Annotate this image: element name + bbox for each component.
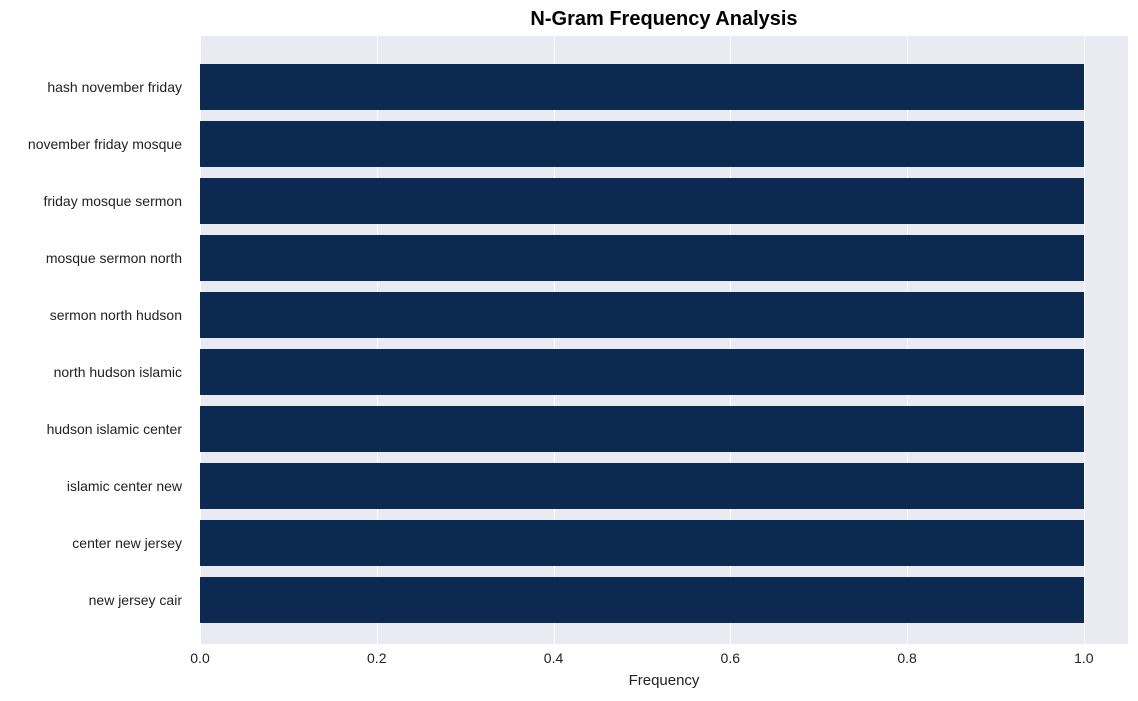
bar xyxy=(200,520,1084,566)
x-tick-label: 0.2 xyxy=(347,650,407,666)
y-tick-label: center new jersey xyxy=(0,520,190,566)
bar xyxy=(200,577,1084,623)
y-tick-label: mosque sermon north xyxy=(0,235,190,281)
x-tick-label: 0.8 xyxy=(877,650,937,666)
y-tick-label: north hudson islamic xyxy=(0,349,190,395)
x-tick-label: 0.0 xyxy=(170,650,230,666)
plot-area xyxy=(200,36,1128,644)
y-tick-label: friday mosque sermon xyxy=(0,178,190,224)
x-tick-label: 1.0 xyxy=(1054,650,1114,666)
y-tick-label: new jersey cair xyxy=(0,577,190,623)
x-axis-label: Frequency xyxy=(200,672,1128,689)
y-tick-label: hash november friday xyxy=(0,64,190,110)
bar xyxy=(200,292,1084,338)
bar xyxy=(200,178,1084,224)
x-gridline xyxy=(1084,36,1085,644)
bar xyxy=(200,463,1084,509)
bar xyxy=(200,121,1084,167)
bar xyxy=(200,406,1084,452)
chart-title: N-Gram Frequency Analysis xyxy=(200,8,1128,31)
bar xyxy=(200,64,1084,110)
bar xyxy=(200,235,1084,281)
bar xyxy=(200,349,1084,395)
y-tick-label: sermon north hudson xyxy=(0,292,190,338)
ngram-frequency-chart: N-Gram Frequency Analysis Frequency hash… xyxy=(0,0,1138,701)
y-tick-label: november friday mosque xyxy=(0,121,190,167)
y-tick-label: hudson islamic center xyxy=(0,406,190,452)
y-tick-label: islamic center new xyxy=(0,463,190,509)
x-tick-label: 0.4 xyxy=(524,650,584,666)
x-tick-label: 0.6 xyxy=(700,650,760,666)
